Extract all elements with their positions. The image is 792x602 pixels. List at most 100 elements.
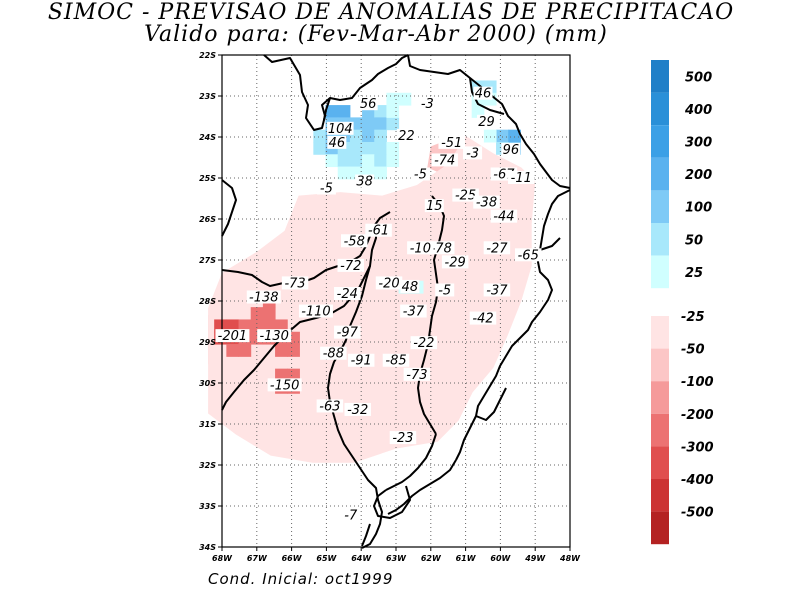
- anomaly-label-bg: [320, 346, 347, 360]
- anomaly-cell: [362, 117, 375, 131]
- anomaly-label: -130: [257, 329, 292, 344]
- anomaly-cell: [337, 105, 351, 118]
- anomaly-label-bg: [396, 128, 416, 142]
- anomaly-cell: [374, 154, 387, 168]
- anomaly-label-text: -58: [344, 234, 365, 249]
- anomaly-cell: [214, 319, 227, 333]
- boundary-coast-south: [385, 433, 437, 491]
- anomaly-label: -5: [316, 181, 336, 197]
- anomaly-label-bg: [483, 283, 511, 297]
- anomaly-label-bg: [337, 258, 365, 272]
- lat-tick-label: 24S: [199, 133, 216, 142]
- boundary-west: [221, 179, 237, 237]
- anomaly-cell: [374, 141, 387, 155]
- anomaly-cell: [483, 129, 497, 143]
- anomaly-label-bg: [316, 399, 344, 413]
- anomaly-label-bg: [316, 181, 336, 195]
- anomaly-label-bg: [365, 223, 392, 237]
- boundary-east-small: [539, 237, 561, 251]
- anomaly-cell: [386, 92, 400, 106]
- colorbar-label: 25: [685, 266, 703, 281]
- anomaly-cell: [349, 154, 363, 168]
- anomaly-cell: [238, 344, 252, 357]
- lon-tick-label: 60W: [490, 554, 511, 563]
- colorbar: 500 400 300 200 100 50 25 -25 -50 -100 -200 -300 -40…: [651, 60, 714, 545]
- anomaly-label: -11: [508, 171, 535, 186]
- anomaly-label: -27: [483, 241, 511, 256]
- anomaly-cell: [386, 154, 400, 168]
- lat-tick-label: 25S: [199, 174, 216, 183]
- anomaly-label-bg: [508, 171, 535, 184]
- lon-tick-label: 61W: [456, 554, 477, 563]
- initial-condition-note: Cond. Inicial: oct1999: [208, 570, 394, 588]
- anomaly-label-text: -63: [319, 399, 340, 414]
- anomaly-label-text: -3: [466, 146, 479, 161]
- anomaly-label: -51: [438, 135, 465, 151]
- anomaly-label: -42: [469, 311, 497, 327]
- lon-tick-label: 63W: [386, 554, 407, 563]
- colorbar-swatch: [651, 316, 669, 349]
- colorbar-swatch: [651, 413, 669, 447]
- anomaly-label-bg: [389, 431, 417, 445]
- lon-tick-label: 66W: [282, 554, 303, 563]
- anomaly-label-text: -85: [385, 354, 406, 369]
- anomaly-label-bg: [281, 276, 309, 290]
- anomaly-label-text: 46: [475, 87, 492, 102]
- boundary-northwest: [263, 54, 409, 131]
- anomaly-label: 104: [327, 121, 354, 137]
- anomaly-cell: [362, 154, 375, 168]
- anomaly-cell: [374, 129, 387, 143]
- anomaly-label-bg: [375, 276, 403, 290]
- anomaly-label: 46: [473, 86, 493, 102]
- anomaly-label: -25: [452, 188, 479, 204]
- anomaly-label: 48: [400, 279, 420, 295]
- anomaly-label: 22: [396, 128, 416, 144]
- colorbar-label: 400: [684, 103, 712, 118]
- anomaly-cell: [226, 344, 240, 357]
- anomaly-label-text: -5: [438, 283, 451, 298]
- colorbar-swatch: [651, 60, 669, 93]
- anomaly-label: -37: [400, 304, 427, 320]
- anomaly-label-text: -32: [347, 403, 368, 418]
- anomaly-label-bg: [473, 86, 493, 100]
- anomaly-label-bg: [257, 329, 292, 343]
- anomaly-label-text: -78: [431, 241, 452, 256]
- colorbar-label: 500: [685, 70, 712, 85]
- anomaly-label-text: -10: [410, 241, 431, 256]
- colorbar-swatch: [651, 255, 669, 289]
- anomaly-label-text: -72: [340, 259, 361, 274]
- boundary-northeast: [407, 54, 571, 189]
- anomaly-label-text: 48: [402, 280, 419, 295]
- lat-tick-label: 31S: [199, 420, 216, 429]
- anomaly-label-text: -24: [337, 287, 358, 302]
- anomaly-cell: [386, 105, 400, 118]
- anomaly-label: -32: [344, 402, 371, 418]
- anomaly-label-bg: [410, 167, 430, 181]
- anomaly-label-text: -25: [455, 189, 476, 204]
- anomaly-label-bg: [431, 153, 458, 167]
- anomaly-label: -63: [316, 399, 344, 414]
- anomaly-label-bg: [340, 234, 368, 248]
- anomaly-label-text: 29: [478, 115, 495, 130]
- anomaly-label-text: -20: [378, 276, 399, 291]
- anomaly-label-bg: [344, 402, 371, 416]
- map-title: SIMOC - PREVISAO DE ANOMALIAS DE PRECIPI…: [47, 0, 735, 25]
- anomaly-label-bg: [298, 304, 333, 318]
- anomaly-label: -73: [281, 276, 309, 291]
- lat-tick-label: 23S: [199, 92, 216, 101]
- anomaly-label-bg: [490, 209, 518, 223]
- anomaly-label: -110: [298, 304, 333, 320]
- anomaly-label-text: -88: [323, 347, 344, 362]
- anomaly-label: -138: [246, 290, 281, 305]
- anomaly-cell: [374, 117, 387, 131]
- anomaly-label-bg: [334, 325, 361, 339]
- anomaly-label-bg: [327, 135, 347, 149]
- anomaly-cell: [226, 319, 240, 333]
- anomaly-label: 29: [476, 114, 496, 130]
- lon-tick-label: 49W: [524, 554, 546, 563]
- anomaly-label-bg: [441, 255, 469, 269]
- colorbar-swatch: [651, 223, 669, 256]
- anomaly-label-bg: [435, 283, 455, 297]
